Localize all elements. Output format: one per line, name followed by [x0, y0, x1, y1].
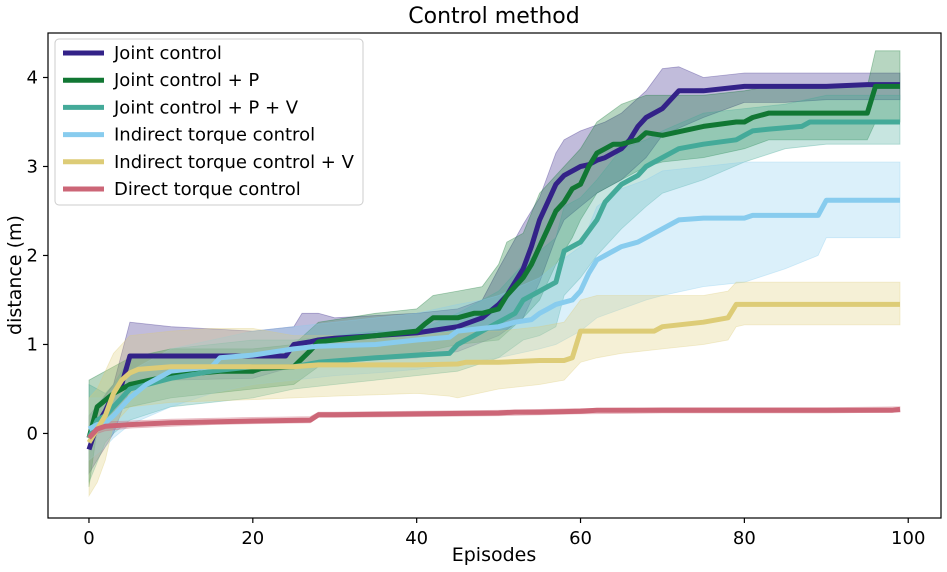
- y-axis-label: distance (m): [4, 215, 26, 335]
- y-axis: 0 1 2 3 4: [27, 67, 48, 444]
- x-tick-label: 60: [569, 528, 592, 549]
- legend-label: Indirect torque control + V: [114, 152, 355, 173]
- legend-label: Direct torque control: [114, 179, 301, 200]
- series-line-joint-control-p: [86, 83, 900, 439]
- band-indirect-torque-control-v: [88, 281, 901, 498]
- legend-frame: [54, 38, 364, 206]
- y-tick-label: 1: [27, 334, 38, 355]
- legend: Joint control Joint control + P Joint cont…: [54, 38, 364, 206]
- series-line-indirect-torque-control: [87, 197, 900, 432]
- x-axis: 0 20 40 60 80 100: [83, 518, 925, 549]
- legend-label: Indirect torque control: [114, 125, 315, 146]
- y-tick-label: 3: [27, 156, 38, 177]
- x-axis-label: Episodes: [452, 544, 537, 566]
- chart-title: Control method: [408, 4, 579, 29]
- plot-frame: [47, 32, 942, 519]
- y-tick-label: 0: [27, 423, 38, 444]
- x-tick-label: 100: [891, 528, 925, 549]
- legend-label: Joint control + P: [113, 70, 259, 91]
- y-tick-label: 4: [27, 67, 38, 88]
- x-tick-label: 40: [405, 528, 428, 549]
- y-tick-label: 2: [27, 245, 38, 266]
- legend-label: Joint control + P + V: [113, 97, 299, 118]
- series-line-joint-control-p-v: [86, 119, 900, 439]
- x-tick-label: 80: [733, 528, 756, 549]
- legend-label: Joint control: [113, 43, 222, 64]
- series-line-indirect-torque-control-v: [86, 301, 900, 444]
- x-tick-label: 20: [241, 528, 264, 549]
- x-tick-label: 0: [83, 528, 94, 549]
- series-line-direct-torque-control: [87, 406, 901, 440]
- lines-layer: [86, 82, 901, 451]
